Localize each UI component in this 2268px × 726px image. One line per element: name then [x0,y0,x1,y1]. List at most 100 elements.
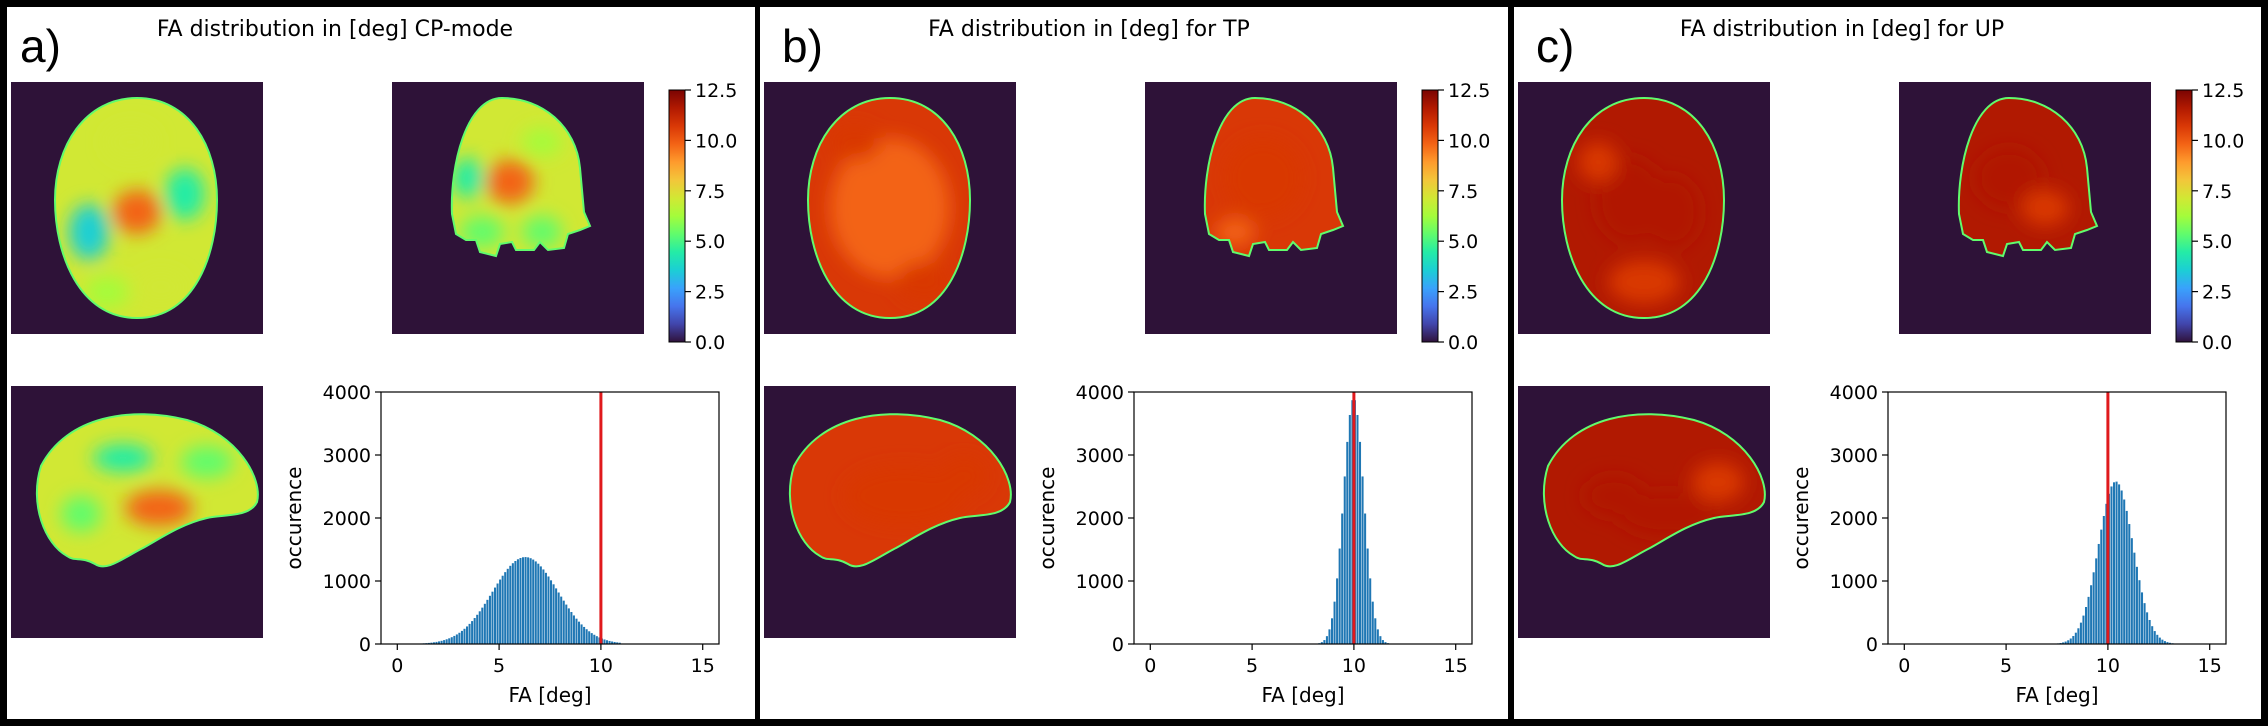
histogram-bar [567,608,570,644]
histogram-bar [2140,592,2144,644]
y-tick-label: 4000 [1830,382,1878,404]
brain-map-region [61,496,101,532]
panel-a: a) FA distribution in [deg] CP-mode 0.0 2… [7,7,755,719]
histogram-bar [1374,618,1377,644]
brain-map-region [1223,138,1303,218]
colorbar-tick-label: 12.5 [695,80,737,102]
histogram-bar [2153,631,2156,644]
histogram-bar [486,599,489,644]
colorbar-tick-label: 10.0 [2202,130,2244,152]
panel-a-colorbar: 0.0 2.5 5.0 7.5 10.0 12.5 [668,80,737,354]
histogram-bar [2133,552,2136,644]
brain-map-region [2021,190,2069,226]
histogram-bar [539,566,542,644]
histogram-bar [605,640,609,644]
histogram-bars [407,557,621,644]
panel-c-label: c) [1536,20,1574,72]
histogram-bar [455,634,458,644]
panel-b-brain-maps [764,82,1397,638]
histogram-bar [557,592,560,644]
x-tick-label: 5 [2000,655,2012,677]
histogram-bar [1333,601,1336,644]
histogram-bar [2158,637,2161,644]
histogram-bar [2146,612,2149,644]
histogram-bar [2102,515,2105,644]
histogram-bar [466,626,469,644]
histogram-bar [2125,510,2128,644]
x-tick-label: 10 [2096,655,2120,677]
x-axis-label: FA [deg] [1261,683,1344,707]
panel-b-label: b) [782,20,823,72]
histogram-bar [1356,414,1359,644]
histogram-bar [590,633,593,644]
histogram-bar [2097,543,2100,644]
histogram-bar [463,628,466,644]
histogram-bar [509,565,512,644]
y-axis-label: occurence [282,467,306,570]
histogram-bar [1328,629,1331,644]
histogram-bar [453,635,456,644]
histogram-bar [2128,524,2131,644]
histogram-bar [2064,641,2067,644]
histogram-bar [519,558,522,644]
brain-map-field [1562,98,1724,318]
brain-map-blobs [1975,148,2069,226]
histogram-bar [585,629,588,644]
colorbar-tick-label: 5.0 [1448,231,1478,253]
histogram-bar [547,576,550,644]
histogram-bar [516,559,519,644]
panel-a-title: FA distribution in [deg] CP-mode [157,17,513,42]
panel-a-brain-maps [11,82,644,638]
histogram-bar [473,618,476,644]
histogram-bar [468,623,471,644]
panel-b-title: FA distribution in [deg] for TP [928,17,1250,42]
histogram-bar [588,631,591,644]
histogram-bar [2115,481,2118,644]
histogram-bar [2062,642,2065,644]
histogram-bar [2095,558,2098,644]
histogram-bar [491,591,494,644]
histogram-bar [2156,634,2159,644]
y-tick-label: 2000 [323,508,371,530]
panel-c-title: FA distribution in [deg] for UP [1680,17,2004,42]
brain-map-region [452,158,484,198]
colorbar-tick-label: 0.0 [695,332,725,354]
histogram-bar [1348,414,1351,644]
brain-map-edge [1203,96,1345,258]
histogram-bar [471,621,474,644]
histogram-bar [544,572,547,644]
histogram-bar [458,632,461,644]
brain-map-field [451,98,590,256]
histogram-bar [570,612,573,644]
histogram-bar [1366,548,1369,644]
brain-map-region [125,490,193,526]
histogram-bar [450,637,453,644]
histogram-bar [2148,619,2151,644]
histogram-bar [2082,615,2085,644]
brain-map-edge [35,413,259,568]
histogram-bar [595,636,598,644]
histogram-bar [2123,499,2126,644]
colorbar-tick-label: 0.0 [2202,332,2232,354]
brain-map-region [1578,142,1618,182]
brain-map-region [522,128,562,156]
histogram-bar [2135,566,2138,644]
brain-map-edge [788,413,1012,568]
histogram-bar [1361,476,1364,644]
y-tick-label: 0 [359,634,371,656]
histogram-bar [1323,640,1326,644]
histogram-bar [478,611,481,644]
brain-map-blobs [1578,142,1700,304]
brain-map-edge [1957,96,2099,258]
histogram-bar [1343,476,1346,644]
brain-map-region [113,190,161,234]
colorbar-tick-label: 7.5 [1448,181,1478,203]
histogram-bar [1320,642,1323,644]
histogram-bar [2087,596,2090,644]
panel-c-histogram: 0 5 10 15 0 1000 2000 3000 4000 FA [deg] occurence [1789,382,2227,707]
histogram-bar [488,595,491,644]
histogram-bar [608,640,611,644]
panel-b: b) FA distribution in [deg] for TP 0.0 2.… [760,7,1508,719]
histogram-bar [560,596,563,644]
histogram-bar [483,603,486,644]
